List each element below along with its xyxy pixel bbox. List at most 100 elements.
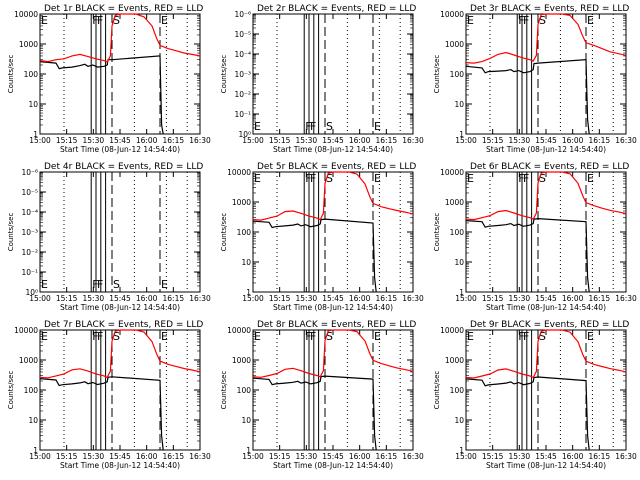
- marker-label: E: [41, 330, 48, 343]
- x-tick-label: 15:45: [109, 136, 131, 145]
- y-tick-label: 1: [33, 130, 38, 139]
- x-tick-label: 15:00: [455, 452, 477, 461]
- marker-label: E: [161, 278, 168, 291]
- y-tick-label: 100: [24, 70, 39, 79]
- x-tick-label: 15:00: [242, 294, 264, 303]
- y-axis-label: Counts/sec: [7, 213, 15, 252]
- marker-label: S: [113, 14, 120, 27]
- x-tick-label: 16:00: [136, 294, 158, 303]
- panel-title: Det 9r BLACK = Events, RED = LLD: [470, 320, 629, 330]
- panel-6: Det 6r BLACK = Events, RED = LLD 10000 100…: [433, 162, 637, 312]
- marker-label: F: [305, 172, 311, 185]
- y-tick-label: 10000: [227, 326, 251, 335]
- y-tick-label: 10⁰: [25, 288, 38, 297]
- y-axis-label: Counts/sec: [220, 55, 228, 94]
- x-tick-label: 16:30: [615, 452, 637, 461]
- x-tick-label: 15:30: [509, 452, 531, 461]
- x-axis-label: Start Time (08-Jun-12 14:54:40): [486, 303, 606, 312]
- x-tick-label: 16:15: [163, 294, 185, 303]
- lld-series-line: [465, 171, 627, 221]
- marker-label: F: [523, 172, 529, 185]
- y-tick-label: 1: [459, 130, 464, 139]
- marker-label: F: [92, 14, 98, 27]
- y-tick-label: 100: [24, 386, 39, 395]
- marker-label: F: [518, 14, 524, 27]
- lld-series-line: [39, 13, 201, 63]
- marker-label: E: [587, 172, 594, 185]
- y-tick-label: 10⁻⁶: [234, 10, 251, 19]
- y-axis-label: Counts/sec: [220, 213, 228, 252]
- x-axis-label: Start Time (08-Jun-12 14:54:40): [273, 303, 393, 312]
- y-tick-label: 10⁻³: [234, 70, 251, 79]
- y-tick-label: 10⁻¹: [21, 268, 38, 277]
- y-tick-label: 10000: [227, 168, 251, 177]
- marker-label: E: [254, 120, 261, 133]
- x-tick-label: 15:00: [455, 136, 477, 145]
- marker-label: F: [523, 14, 529, 27]
- x-tick-label: 15:30: [296, 136, 318, 145]
- x-tick-label: 16:30: [615, 294, 637, 303]
- x-tick-label: 15:30: [296, 294, 318, 303]
- x-tick-label: 16:00: [349, 452, 371, 461]
- y-tick-label: 1000: [232, 356, 251, 365]
- y-tick-label: 1000: [232, 198, 251, 207]
- marker-label: F: [310, 120, 316, 133]
- events-series-line: [252, 218, 377, 293]
- events-series-line: [252, 375, 377, 451]
- marker-label: F: [92, 278, 98, 291]
- panel-1: Det 1r BLACK = Events, RED = LLD 10000 100…: [7, 4, 211, 154]
- x-tick-label: 16:15: [589, 294, 611, 303]
- x-axis-label: Start Time (08-Jun-12 14:54:40): [486, 145, 606, 154]
- marker-label: S: [539, 14, 546, 27]
- y-tick-label: 10000: [440, 326, 464, 335]
- marker-label: E: [374, 330, 381, 343]
- x-tick-label: 15:15: [269, 452, 291, 461]
- y-tick-label: 1000: [445, 356, 464, 365]
- y-tick-label: 1: [459, 288, 464, 297]
- x-tick-label: 15:30: [83, 136, 105, 145]
- y-tick-label: 1000: [445, 40, 464, 49]
- events-series-line: [465, 59, 590, 135]
- marker-label: F: [310, 330, 316, 343]
- y-tick-label: 10⁻⁴: [21, 208, 38, 217]
- marker-label: E: [254, 172, 261, 185]
- y-axis-label: Counts/sec: [433, 213, 441, 252]
- marker-label: E: [374, 120, 381, 133]
- lld-series-line: [252, 171, 414, 221]
- y-tick-label: 1: [459, 446, 464, 455]
- x-tick-label: 16:15: [589, 136, 611, 145]
- x-tick-label: 16:00: [562, 136, 584, 145]
- x-tick-label: 16:00: [349, 136, 371, 145]
- x-axis-label: Start Time (08-Jun-12 14:54:40): [486, 461, 606, 470]
- x-tick-label: 16:30: [189, 452, 211, 461]
- lld-series-line: [39, 329, 201, 379]
- x-tick-label: 16:30: [402, 294, 424, 303]
- panel-title: Det 4r BLACK = Events, RED = LLD: [44, 162, 203, 172]
- x-axis-label: Start Time (08-Jun-12 14:54:40): [60, 145, 180, 154]
- x-tick-label: 15:15: [269, 136, 291, 145]
- x-tick-label: 15:15: [56, 294, 78, 303]
- x-tick-label: 16:00: [136, 452, 158, 461]
- x-tick-label: 15:15: [269, 294, 291, 303]
- x-tick-label: 15:45: [322, 452, 344, 461]
- y-tick-label: 10: [28, 416, 38, 425]
- marker-label: E: [374, 172, 381, 185]
- y-tick-label: 100: [450, 70, 465, 79]
- marker-label: E: [41, 278, 48, 291]
- marker-label: S: [113, 330, 120, 343]
- y-tick-label: 10000: [14, 326, 38, 335]
- marker-label: E: [161, 14, 168, 27]
- x-tick-label: 15:15: [56, 452, 78, 461]
- x-tick-label: 16:30: [615, 136, 637, 145]
- y-tick-label: 10⁻⁵: [21, 188, 38, 197]
- marker-label: S: [539, 330, 546, 343]
- marker-label: F: [97, 330, 103, 343]
- x-tick-label: 15:00: [29, 452, 51, 461]
- x-tick-label: 15:15: [56, 136, 78, 145]
- marker-label: S: [326, 172, 333, 185]
- y-tick-label: 10000: [440, 10, 464, 19]
- x-tick-label: 15:00: [455, 294, 477, 303]
- x-tick-label: 16:15: [163, 452, 185, 461]
- y-tick-label: 10000: [14, 10, 38, 19]
- y-tick-label: 1000: [445, 198, 464, 207]
